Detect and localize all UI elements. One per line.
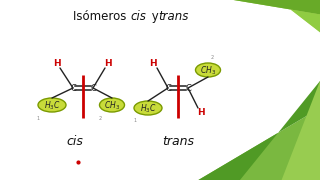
Text: C: C [90, 84, 96, 93]
Text: Isómeros: Isómeros [73, 10, 130, 23]
Text: 2: 2 [211, 55, 213, 60]
Polygon shape [282, 81, 320, 180]
Text: $CH_3$: $CH_3$ [104, 100, 120, 112]
Text: $CH_3$: $CH_3$ [200, 65, 216, 77]
Text: C: C [70, 84, 76, 93]
Text: $H_3C$: $H_3C$ [44, 100, 60, 112]
Text: H: H [197, 107, 205, 116]
Text: trans: trans [158, 10, 188, 23]
Text: 1: 1 [36, 116, 40, 120]
Text: cis: cis [67, 135, 84, 148]
Text: H: H [149, 58, 157, 68]
Text: y: y [148, 10, 163, 23]
Polygon shape [198, 81, 320, 180]
Polygon shape [278, 0, 320, 32]
Text: C: C [185, 84, 191, 93]
Text: cis: cis [130, 10, 146, 23]
Text: 2: 2 [99, 116, 101, 120]
Text: $H_3C$: $H_3C$ [140, 103, 156, 115]
Ellipse shape [100, 98, 124, 112]
Ellipse shape [196, 63, 220, 77]
Polygon shape [234, 0, 320, 32]
Text: H: H [53, 58, 61, 68]
Text: trans: trans [162, 135, 194, 148]
Ellipse shape [134, 101, 162, 115]
Polygon shape [198, 108, 320, 180]
Text: H: H [104, 58, 112, 68]
Text: 1: 1 [133, 118, 137, 123]
Polygon shape [192, 0, 320, 14]
Ellipse shape [38, 98, 66, 112]
Text: C: C [165, 84, 171, 93]
